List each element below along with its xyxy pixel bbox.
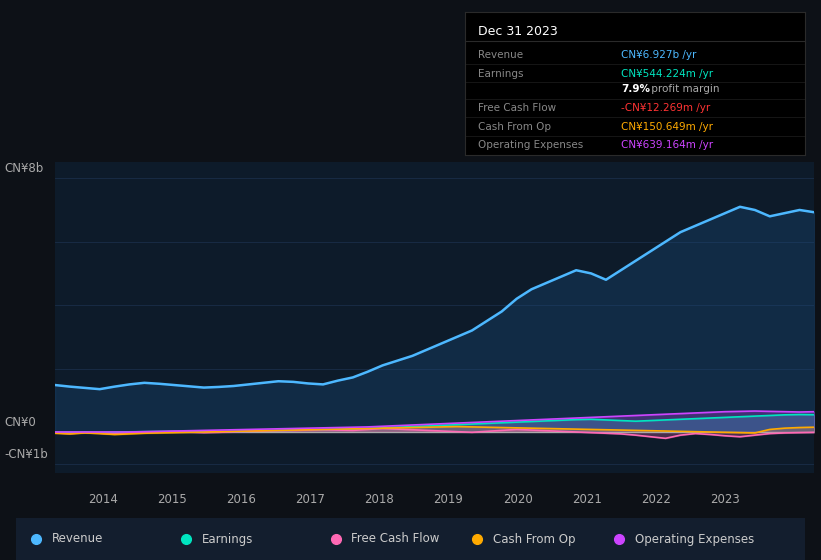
Text: 2023: 2023 xyxy=(710,493,740,506)
Text: -CN¥12.269m /yr: -CN¥12.269m /yr xyxy=(621,103,710,113)
Text: CN¥0: CN¥0 xyxy=(4,416,36,429)
Text: CN¥6.927b /yr: CN¥6.927b /yr xyxy=(621,50,696,60)
Text: Revenue: Revenue xyxy=(479,50,524,60)
Text: -CN¥1b: -CN¥1b xyxy=(4,448,48,461)
Text: Operating Expenses: Operating Expenses xyxy=(635,533,754,545)
Text: Revenue: Revenue xyxy=(52,533,103,545)
Text: CN¥544.224m /yr: CN¥544.224m /yr xyxy=(621,69,713,79)
Text: 2016: 2016 xyxy=(227,493,256,506)
Text: 2014: 2014 xyxy=(89,493,118,506)
Text: 2022: 2022 xyxy=(640,493,671,506)
Text: CN¥150.649m /yr: CN¥150.649m /yr xyxy=(621,122,713,132)
Text: Dec 31 2023: Dec 31 2023 xyxy=(479,25,558,38)
Text: 2018: 2018 xyxy=(365,493,394,506)
Text: Free Cash Flow: Free Cash Flow xyxy=(351,533,440,545)
Text: 2015: 2015 xyxy=(158,493,187,506)
Text: Operating Expenses: Operating Expenses xyxy=(479,140,584,150)
Text: 7.9%: 7.9% xyxy=(621,85,650,95)
Text: CN¥8b: CN¥8b xyxy=(4,162,44,175)
Text: Earnings: Earnings xyxy=(202,533,253,545)
Text: CN¥639.164m /yr: CN¥639.164m /yr xyxy=(621,140,713,150)
Text: Free Cash Flow: Free Cash Flow xyxy=(479,103,557,113)
Text: 2019: 2019 xyxy=(433,493,464,506)
Text: 2020: 2020 xyxy=(502,493,533,506)
Text: 2021: 2021 xyxy=(571,493,602,506)
Text: Cash From Op: Cash From Op xyxy=(493,533,576,545)
Text: Cash From Op: Cash From Op xyxy=(479,122,551,132)
Text: 2017: 2017 xyxy=(296,493,325,506)
Text: Earnings: Earnings xyxy=(479,69,524,79)
Text: profit margin: profit margin xyxy=(649,85,720,95)
